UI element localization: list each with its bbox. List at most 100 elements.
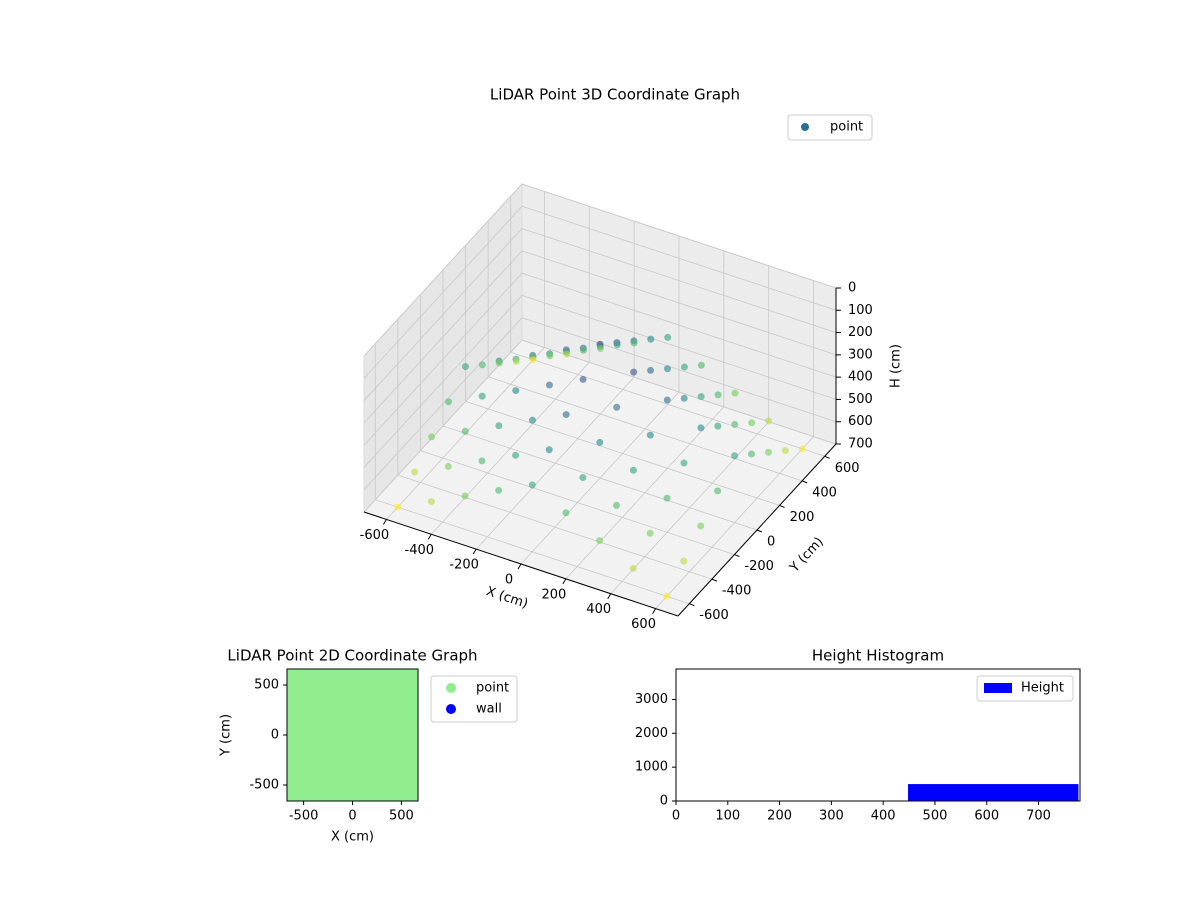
x-tick-label: 0 — [348, 809, 356, 824]
tick-mark — [734, 554, 740, 558]
y-tick-label: 0 — [767, 535, 775, 550]
legend-label: Height — [1021, 681, 1064, 696]
y-tick-label: 3000 — [635, 692, 668, 707]
y-tick-label: 400 — [812, 485, 837, 500]
point — [613, 403, 621, 411]
point — [646, 431, 654, 439]
x-tick-label: 400 — [871, 809, 896, 824]
legend-label: point — [476, 681, 509, 696]
point — [647, 335, 655, 343]
x-tick-label: 200 — [541, 587, 566, 602]
x-tick-label: 500 — [923, 809, 948, 824]
z-tick-label: 100 — [848, 303, 873, 318]
point — [444, 462, 452, 470]
grid-line — [363, 295, 523, 468]
tick-mark — [607, 593, 612, 599]
tick-mark — [652, 608, 657, 614]
point — [529, 356, 537, 364]
point — [664, 333, 672, 341]
chart-title: Height Histogram — [812, 647, 944, 665]
legend-marker — [984, 683, 1012, 693]
points — [287, 669, 418, 801]
point — [714, 487, 722, 495]
point — [579, 474, 587, 482]
y-tick-label: -500 — [249, 778, 279, 793]
point — [400, 669, 418, 686]
grid-line — [488, 376, 803, 482]
grid-line — [363, 183, 523, 357]
x-tick-label: 600 — [974, 809, 999, 824]
grid-line — [521, 250, 837, 356]
legend-marker — [446, 683, 456, 693]
x-axis-label: X (cm) — [331, 830, 374, 845]
point — [663, 494, 671, 502]
point — [731, 420, 739, 428]
grid-line — [521, 317, 837, 423]
point — [546, 352, 554, 360]
z-tick-label: 700 — [848, 437, 873, 452]
y-tick-label: 200 — [790, 510, 815, 525]
tick-mark — [382, 519, 387, 525]
point — [495, 422, 503, 430]
z-tick-label: 300 — [848, 347, 873, 362]
point — [714, 422, 722, 430]
y-axis-label: Y (cm) — [219, 714, 234, 757]
x-tick-label: 100 — [715, 809, 740, 824]
y-tick-label: -600 — [699, 608, 729, 623]
point — [663, 396, 671, 404]
grid-line — [465, 401, 780, 506]
point — [697, 424, 705, 432]
tick-mark — [689, 603, 695, 607]
point — [579, 375, 587, 383]
tick-mark — [779, 504, 785, 508]
tick-mark — [472, 548, 477, 555]
point — [630, 339, 638, 347]
point — [562, 411, 570, 419]
point — [596, 438, 604, 446]
legend-marker — [801, 123, 809, 131]
legend-box — [976, 675, 1074, 702]
y-tick-label: 600 — [835, 461, 860, 476]
x-tick-label: -500 — [289, 809, 319, 824]
point — [512, 357, 520, 365]
grid-line — [521, 205, 837, 311]
x-tick-label: 200 — [767, 809, 792, 824]
x-axis-line — [363, 511, 679, 617]
x-tick-label: 700 — [1026, 809, 1051, 824]
z-tick-label: 200 — [848, 325, 873, 340]
y-tick-label: 0 — [660, 794, 668, 809]
grid-line — [521, 228, 837, 333]
point — [629, 564, 637, 572]
x-tick-label: 600 — [631, 617, 656, 632]
tick-mark — [427, 534, 432, 540]
point — [545, 381, 553, 389]
point — [680, 459, 688, 467]
tick-mark — [801, 480, 808, 484]
y-tick-label: 0 — [271, 728, 279, 743]
grid-line — [521, 272, 837, 378]
z-tick-label: 600 — [848, 414, 873, 429]
x-tick-label: 500 — [389, 809, 414, 824]
point — [629, 466, 637, 474]
tick-mark — [711, 578, 718, 582]
point — [646, 529, 654, 537]
point — [478, 457, 486, 465]
legend-label: point — [830, 120, 863, 135]
z-tick-label: 400 — [848, 370, 873, 385]
bar — [908, 784, 1079, 801]
chart-title: LiDAR Point 3D Coordinate Graph — [490, 86, 740, 104]
point — [748, 419, 756, 427]
grid-line — [521, 339, 837, 445]
grid-line — [363, 317, 523, 490]
point — [647, 366, 655, 374]
tick-mark — [562, 578, 567, 585]
point — [697, 393, 705, 401]
z-tick-label: 0 — [848, 281, 856, 296]
point — [545, 446, 553, 454]
y-tick-label: -400 — [722, 584, 752, 599]
point — [714, 391, 722, 399]
point — [495, 359, 503, 367]
point — [680, 363, 688, 371]
x-tick-label: 0 — [505, 573, 513, 588]
